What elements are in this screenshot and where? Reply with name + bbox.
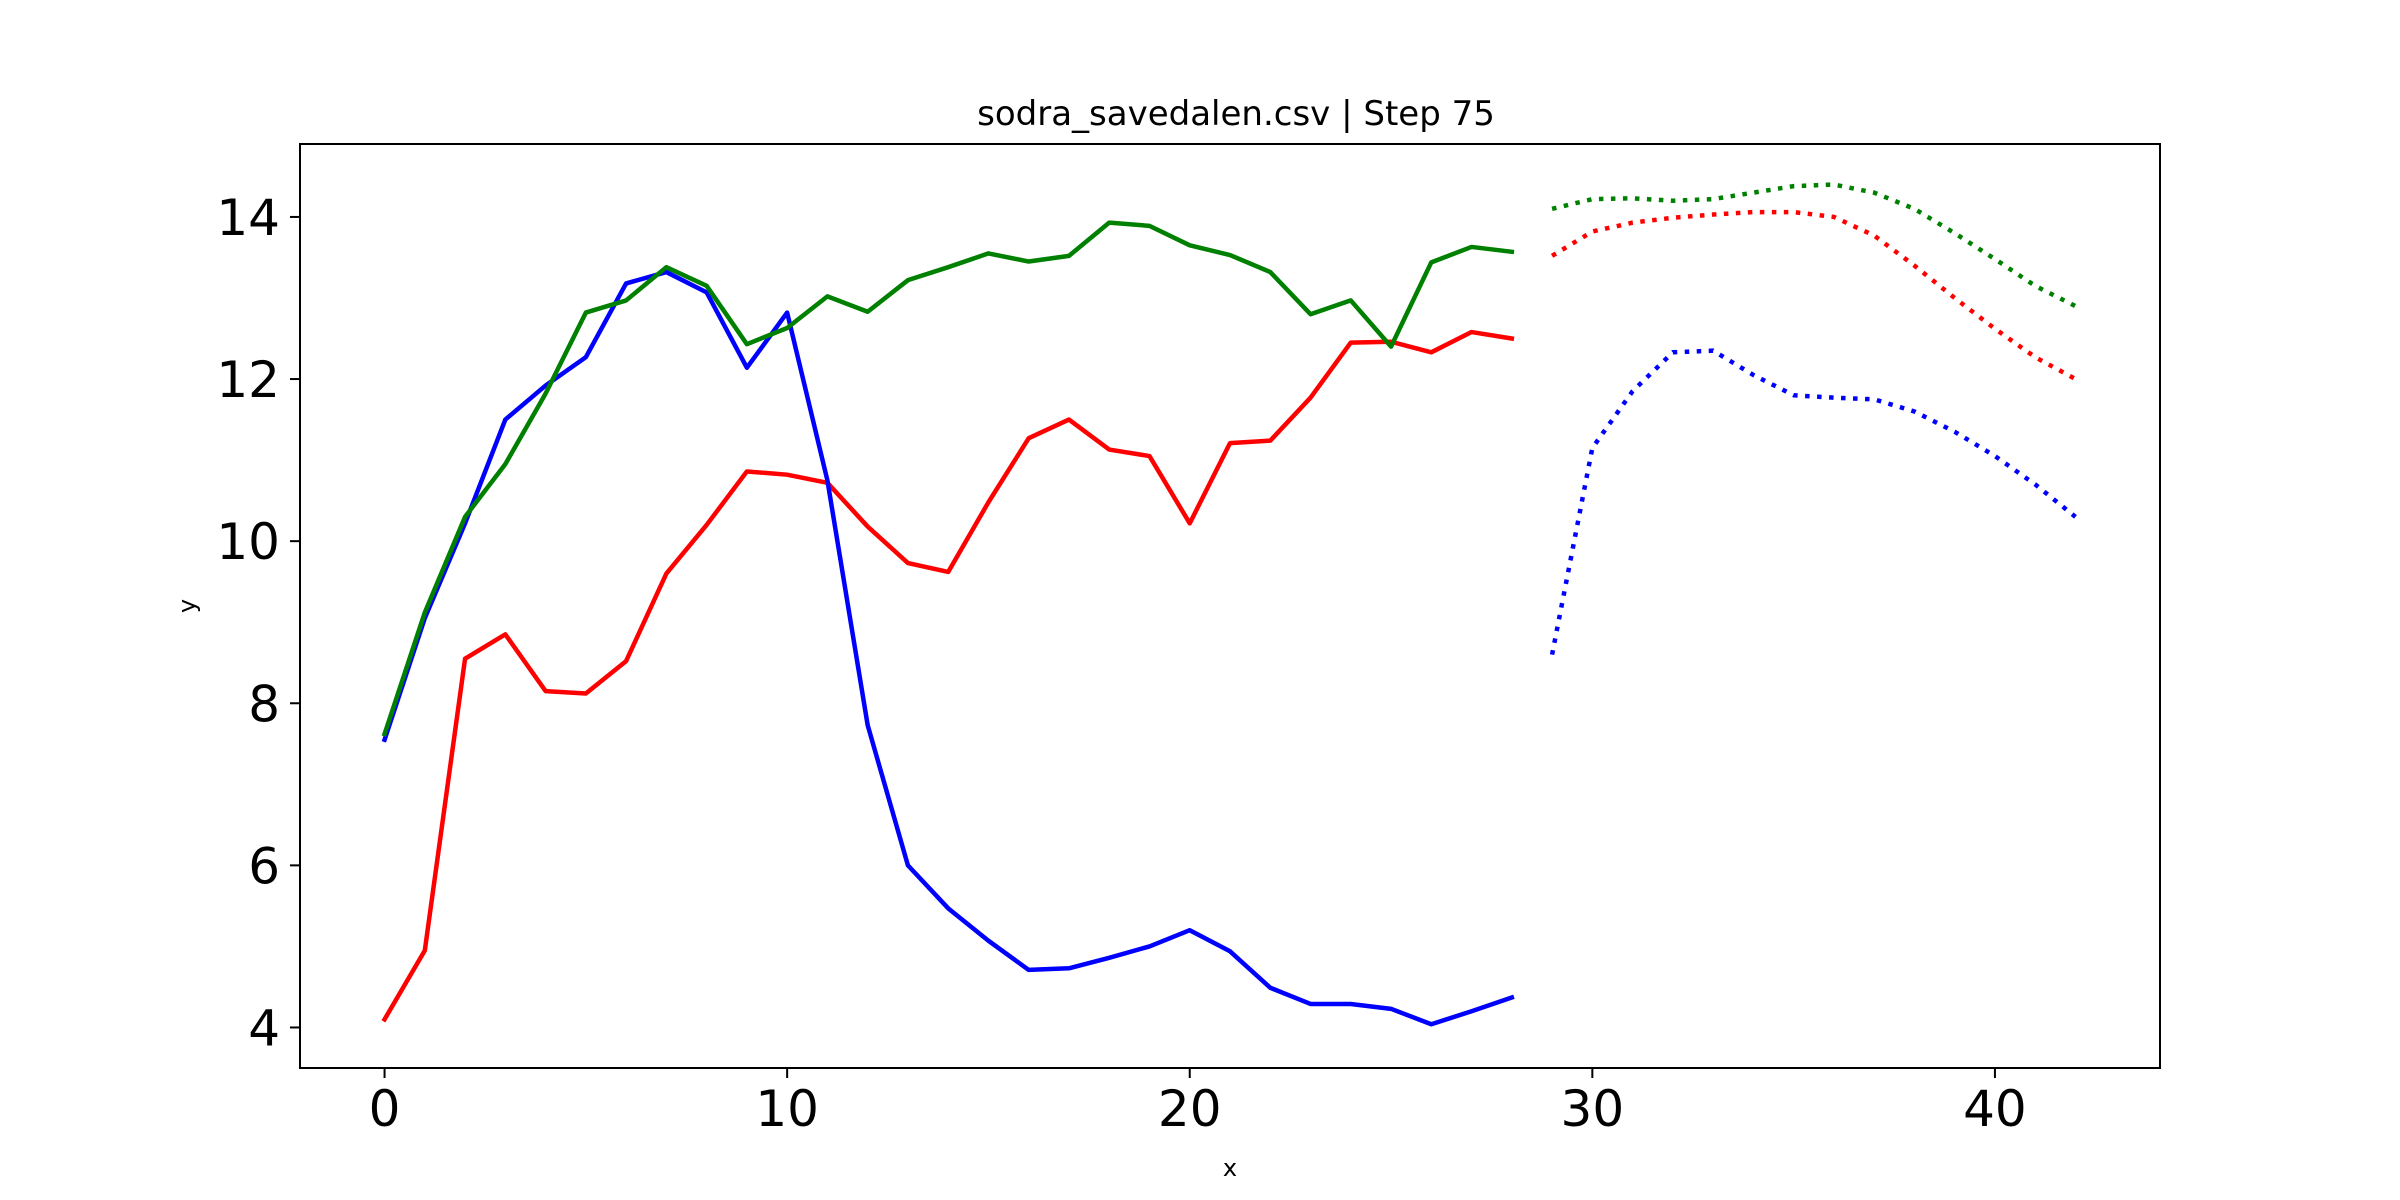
y-tick-label: 6 [248,837,280,895]
x-axis-label: x [1223,1154,1237,1182]
y-tick-label: 12 [216,351,280,409]
series-line-1 [381,269,1515,1027]
x-tick-label: 10 [755,1080,819,1138]
series-line-2 [381,220,1515,737]
series-line-5 [1551,182,2077,309]
y-tick-label: 4 [248,999,280,1057]
x-axis: 0 10 20 30 40 [369,1068,2027,1138]
plot-frame [299,143,2161,1069]
y-tick-label: 8 [248,675,280,733]
series-layer [381,182,2077,1027]
y-axis-label: y [173,599,201,613]
x-tick-label: 0 [369,1080,401,1138]
series-line-0 [381,329,1515,1023]
chart-title: sodra_savedalen.csv | Step 75 [977,94,1495,134]
x-tick-label: 20 [1158,1080,1222,1138]
series-line-4 [1549,348,2077,656]
y-tick-label: 14 [216,189,280,247]
y-axis: 4 6 8 10 12 14 [216,189,300,1057]
x-tick-label: 30 [1561,1080,1625,1138]
x-tick-label: 40 [1963,1080,2027,1138]
y-tick-label: 10 [216,513,280,571]
